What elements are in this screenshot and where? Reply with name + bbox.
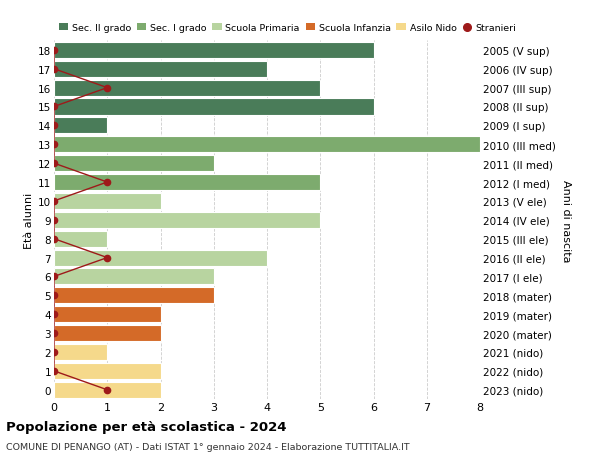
Bar <box>54 62 267 78</box>
Bar <box>54 174 320 190</box>
Bar <box>54 137 480 153</box>
Bar <box>54 363 161 379</box>
Y-axis label: Età alunni: Età alunni <box>24 192 34 248</box>
Bar <box>54 269 214 285</box>
Bar <box>54 99 373 115</box>
Text: Popolazione per età scolastica - 2024: Popolazione per età scolastica - 2024 <box>6 420 287 433</box>
Legend: Sec. II grado, Sec. I grado, Scuola Primaria, Scuola Infanzia, Asilo Nido, Stran: Sec. II grado, Sec. I grado, Scuola Prim… <box>59 24 516 33</box>
Bar <box>54 156 214 172</box>
Bar <box>54 325 161 341</box>
Bar <box>54 80 320 96</box>
Bar <box>54 288 214 304</box>
Bar <box>54 382 161 398</box>
Bar <box>54 194 161 209</box>
Bar <box>54 250 267 266</box>
Bar <box>54 344 107 360</box>
Y-axis label: Anni di nascita: Anni di nascita <box>561 179 571 262</box>
Bar <box>54 118 107 134</box>
Bar <box>54 213 320 228</box>
Bar <box>54 231 107 247</box>
Bar <box>54 307 161 323</box>
Text: COMUNE DI PENANGO (AT) - Dati ISTAT 1° gennaio 2024 - Elaborazione TUTTITALIA.IT: COMUNE DI PENANGO (AT) - Dati ISTAT 1° g… <box>6 442 410 451</box>
Bar <box>54 43 373 59</box>
